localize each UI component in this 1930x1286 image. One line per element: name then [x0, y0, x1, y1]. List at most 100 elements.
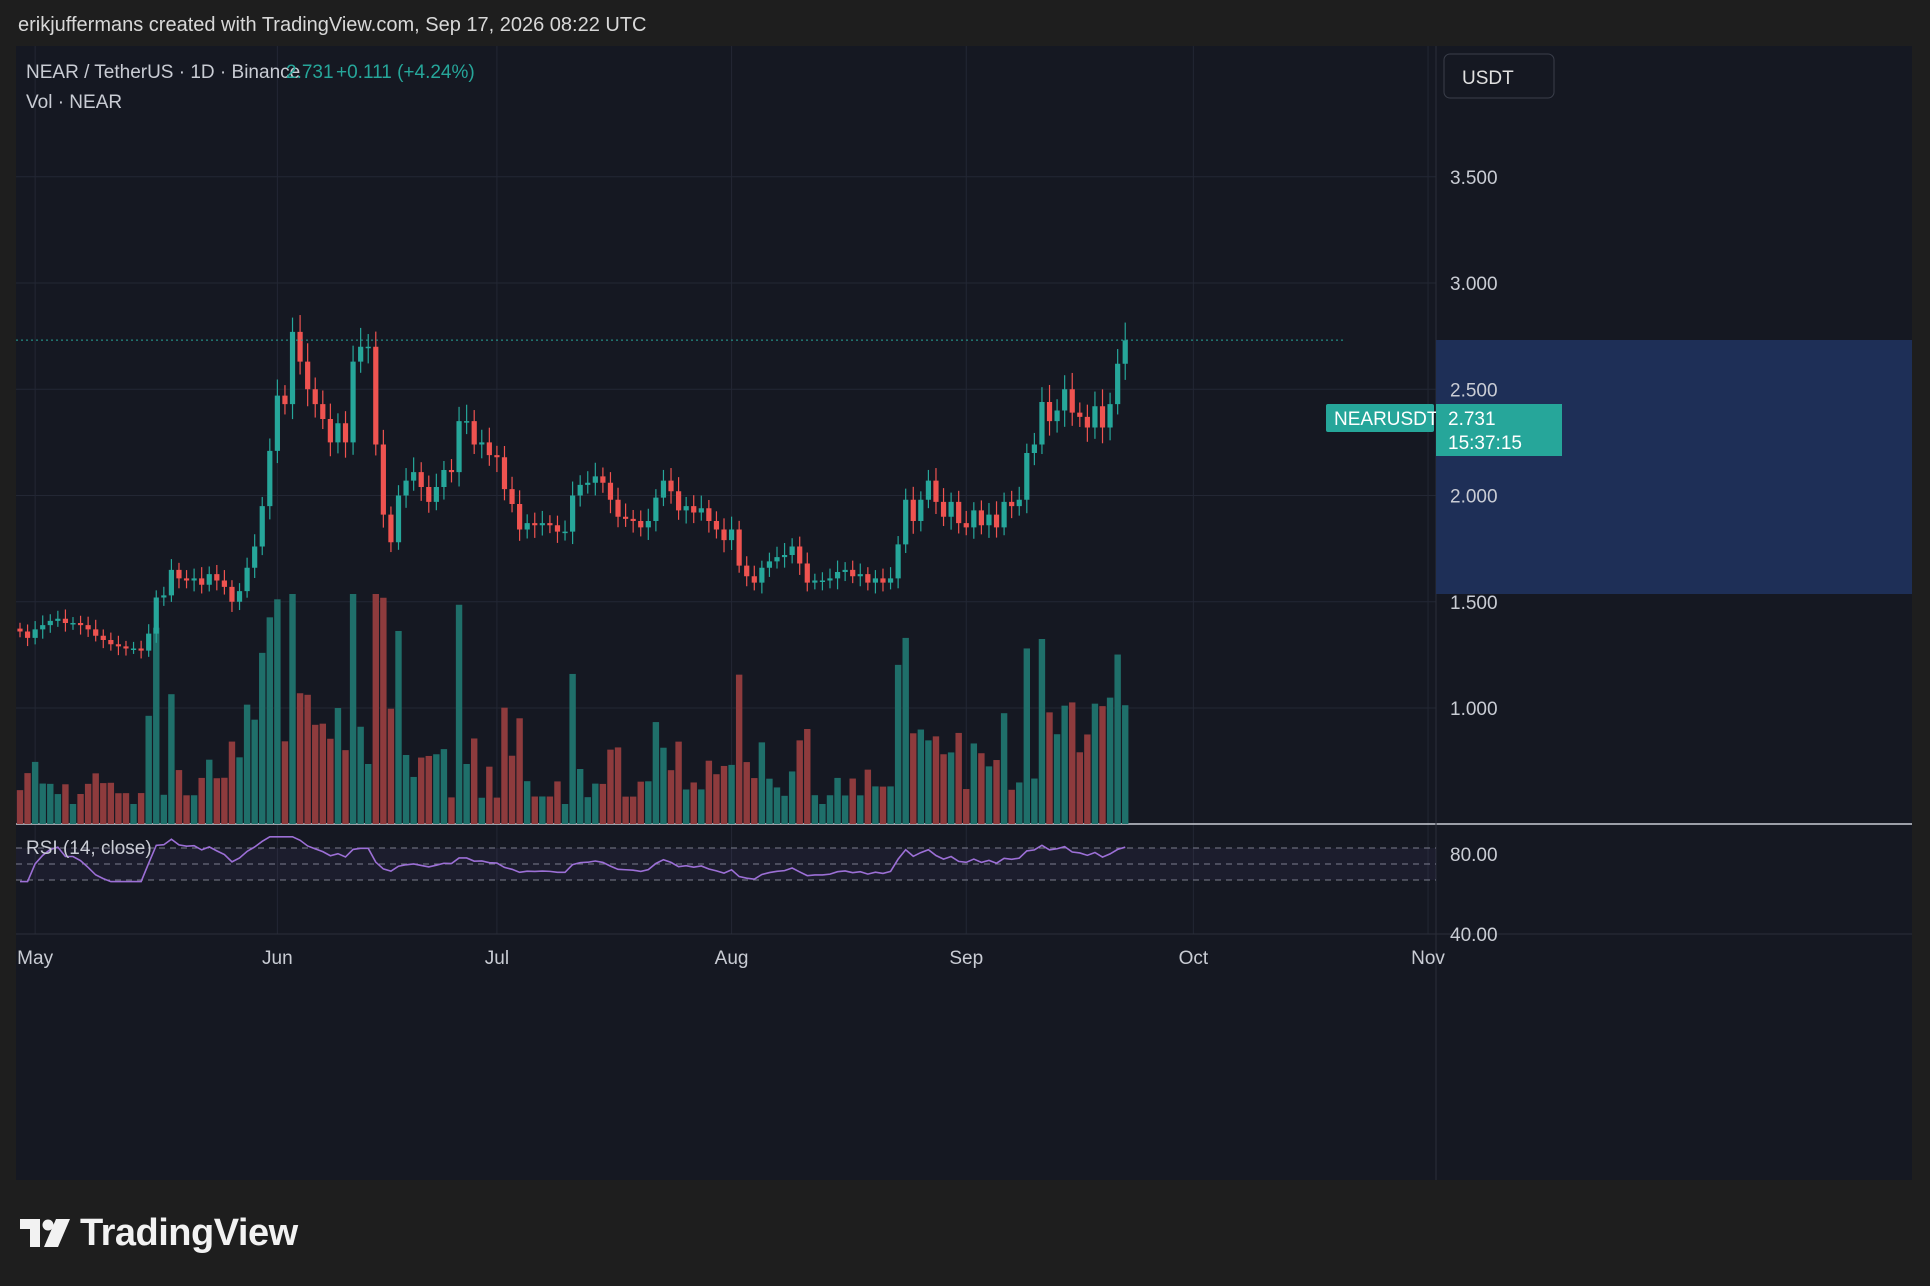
- volume-bar: [917, 729, 925, 824]
- volume-bar: [206, 759, 213, 824]
- volume-bar: [773, 787, 781, 824]
- candle-body: [933, 480, 939, 502]
- volume-bar: [31, 761, 39, 824]
- volume-bar: [455, 604, 463, 824]
- candle-body: [539, 523, 545, 526]
- volume-bar: [622, 796, 629, 824]
- volume-bar: [190, 795, 198, 824]
- candle-body: [744, 565, 750, 577]
- volume-bar: [645, 781, 652, 824]
- candle-body: [153, 597, 159, 634]
- volume-bar: [554, 781, 561, 824]
- candle-body: [660, 480, 667, 498]
- volume-bar: [1099, 706, 1106, 824]
- volume-bar: [766, 778, 773, 824]
- volume-bar: [690, 782, 697, 824]
- volume-bar: [92, 773, 99, 824]
- candle-body: [320, 404, 326, 419]
- candle-body: [138, 648, 144, 651]
- volume-bar: [304, 694, 311, 824]
- candle-body: [62, 618, 69, 623]
- volume-bar: [993, 760, 1000, 824]
- candle-body: [24, 631, 31, 638]
- volume-bar: [349, 594, 357, 824]
- volume-bar: [940, 754, 947, 824]
- volume-bar: [1038, 639, 1046, 824]
- volume-bar: [667, 770, 675, 824]
- volume-bar: [418, 757, 425, 824]
- time-axis: May Jun Jul Aug Sep Oct Nov: [17, 948, 1445, 969]
- volume-bar: [319, 723, 326, 824]
- candle-body: [350, 361, 356, 443]
- currency-button[interactable]: USDT: [1443, 53, 1555, 99]
- volume-bar: [463, 764, 470, 824]
- volume-bar: [296, 693, 304, 824]
- legend-volume: Vol · NEAR: [26, 92, 122, 113]
- candle-body: [781, 555, 788, 558]
- candle-body: [70, 623, 76, 625]
- candle-body: [1031, 444, 1037, 453]
- candle-body: [100, 635, 106, 640]
- tradingview-logo[interactable]: TradingView: [20, 1212, 298, 1255]
- grid-lines: [16, 46, 1436, 934]
- candle-body: [691, 506, 697, 513]
- volume-bar: [705, 760, 713, 824]
- price-tick-label: 2.500: [1450, 380, 1498, 401]
- volume-bar: [1106, 697, 1114, 824]
- volume-bar: [864, 769, 872, 824]
- volume-bar: [599, 783, 607, 824]
- volume-bar: [236, 757, 243, 824]
- volume-bar: [879, 786, 887, 824]
- candle-body: [456, 421, 462, 473]
- candle-body: [365, 346, 371, 349]
- time-tick-label: Jul: [485, 948, 509, 969]
- volume-bar: [947, 752, 955, 824]
- candle-body: [887, 578, 894, 583]
- volume-bar: [77, 794, 84, 824]
- tradingview-logo-icon: [20, 1218, 70, 1247]
- volume-bar: [531, 796, 538, 824]
- candle-body: [1092, 406, 1098, 428]
- candlestick-chart[interactable]: 3.500 3.000 2.500 2.000 1.500 1.000 80.00 40.00…: [16, 46, 1912, 1180]
- price-tag-value: 2.731: [1448, 409, 1496, 430]
- candle-body: [1069, 389, 1075, 413]
- volume-bar: [327, 738, 334, 824]
- legend-symbol: NEAR / TetherUS · 1D · Binance: [26, 62, 300, 83]
- volume-bar: [137, 793, 145, 824]
- candle-body: [388, 514, 394, 543]
- candle-body: [403, 480, 409, 496]
- candle-body: [471, 421, 477, 445]
- candle-body: [183, 578, 190, 581]
- candle-body: [85, 625, 91, 630]
- volume-bar: [251, 719, 258, 824]
- volume-bar: [228, 741, 236, 824]
- candle-body: [865, 574, 871, 583]
- volume-bar: [811, 795, 819, 824]
- candle-body: [963, 523, 969, 528]
- price-tick-label: 1.500: [1450, 593, 1498, 614]
- candle-body: [252, 546, 258, 568]
- candle-body: [1024, 453, 1030, 500]
- volume-bar: [834, 777, 841, 824]
- volume-bar: [887, 786, 894, 824]
- candle-body: [146, 633, 152, 651]
- candle-body: [77, 623, 84, 626]
- candle-body: [373, 346, 379, 445]
- candle-body: [547, 523, 553, 526]
- candle-body: [1054, 410, 1060, 422]
- chart-frame[interactable]: 3.500 3.000 2.500 2.000 1.500 1.000 80.00 40.00…: [16, 46, 1912, 1180]
- candle-body: [880, 578, 886, 583]
- volume-bar: [243, 704, 251, 824]
- volume-bar: [183, 795, 190, 824]
- volume-bar: [675, 741, 682, 824]
- volume-bar: [857, 795, 864, 824]
- candle-body: [827, 578, 833, 581]
- candle-body: [327, 419, 333, 443]
- candle-body: [623, 516, 629, 519]
- volume-bar: [894, 664, 902, 824]
- attribution-text: erikjuffermans created with TradingView.…: [18, 14, 647, 36]
- candle-body: [638, 521, 644, 528]
- volume-bar: [592, 783, 599, 824]
- candle-body: [448, 470, 455, 473]
- time-tick-label: May: [17, 948, 53, 969]
